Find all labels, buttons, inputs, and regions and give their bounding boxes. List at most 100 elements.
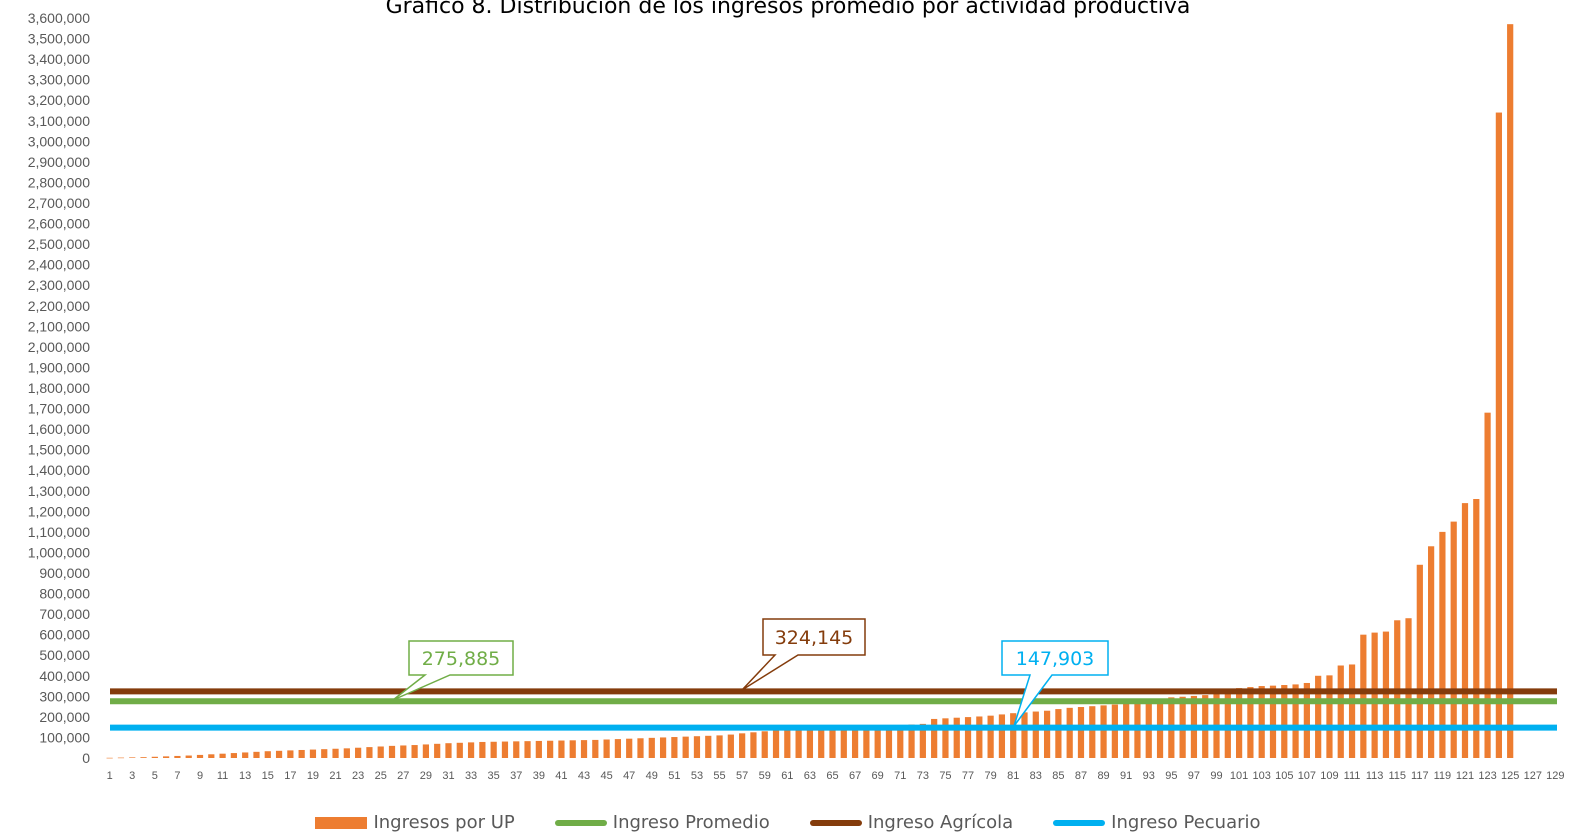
bar — [1292, 684, 1299, 758]
callout-label: 275,885 — [422, 648, 501, 670]
x-tick-label: 85 — [1052, 770, 1064, 782]
bar — [1337, 665, 1344, 758]
x-tick-label: 9 — [197, 770, 203, 782]
bar — [1089, 706, 1096, 758]
bar — [569, 740, 576, 758]
bar — [840, 727, 847, 758]
y-tick-label: 2,200,000 — [28, 298, 90, 314]
x-tick-label: 13 — [239, 770, 251, 782]
bar — [682, 736, 689, 758]
y-tick-label: 1,700,000 — [28, 401, 90, 417]
y-tick-label: 0 — [82, 750, 90, 766]
bar — [1360, 634, 1367, 758]
x-tick-label: 11 — [217, 770, 228, 782]
y-tick-label: 700,000 — [39, 606, 90, 622]
x-tick-label: 113 — [1366, 770, 1384, 782]
bar — [1032, 711, 1039, 758]
x-tick-label: 49 — [646, 770, 658, 782]
bar — [411, 745, 418, 758]
x-tick-label: 111 — [1344, 770, 1361, 782]
bar — [117, 757, 125, 759]
bar — [1303, 682, 1310, 758]
x-tick-label: 87 — [1075, 770, 1087, 782]
bar — [953, 717, 960, 758]
bar — [998, 714, 1006, 758]
bar — [772, 730, 780, 758]
x-tick-label: 109 — [1320, 770, 1338, 782]
bar — [1111, 704, 1118, 758]
y-tick-label: 3,200,000 — [28, 92, 90, 108]
y-tick-label: 1,300,000 — [28, 483, 90, 499]
bar — [242, 752, 249, 758]
legend-item-ingreso-agricola[interactable]: Ingreso Agrícola — [809, 812, 1013, 833]
bar — [1077, 707, 1085, 758]
y-tick-label: 1,100,000 — [28, 524, 90, 540]
bar — [558, 740, 565, 758]
bar — [750, 732, 757, 758]
x-tick-label: 117 — [1411, 770, 1429, 782]
legend-item-ingreso-promedio[interactable]: Ingreso Promedio — [554, 812, 770, 833]
y-tick-label: 300,000 — [39, 688, 90, 704]
x-tick-label: 69 — [872, 770, 884, 782]
bar — [366, 747, 373, 758]
y-tick-label: 2,300,000 — [28, 277, 90, 293]
x-tick-label: 129 — [1546, 770, 1564, 782]
bar — [298, 749, 305, 758]
bar — [885, 725, 893, 758]
y-tick-label: 800,000 — [39, 586, 90, 602]
y-tick-label: 2,100,000 — [28, 318, 90, 334]
y-tick-label: 2,600,000 — [28, 216, 90, 232]
bar — [1326, 675, 1333, 758]
x-tick-label: 33 — [465, 770, 477, 782]
x-tick-label: 27 — [397, 770, 409, 782]
y-tick-label: 2,500,000 — [28, 236, 90, 252]
x-tick-label: 5 — [152, 770, 158, 782]
x-tick-label: 39 — [533, 770, 545, 782]
legend-item-ingreso-pecuario[interactable]: Ingreso Pecuario — [1053, 812, 1261, 833]
bar — [874, 726, 881, 758]
x-tick-label: 59 — [759, 770, 771, 782]
bar — [287, 750, 294, 758]
x-tick-label: 15 — [262, 770, 274, 782]
legend-label-ingresos-up: Ingresos por UP — [373, 812, 515, 833]
bar — [434, 743, 441, 758]
bar — [603, 739, 610, 758]
bar — [592, 739, 599, 758]
y-tick-label: 400,000 — [39, 668, 90, 684]
x-tick-label: 89 — [1097, 770, 1109, 782]
bar — [547, 740, 554, 758]
y-tick-label: 1,500,000 — [28, 442, 90, 458]
bar — [129, 757, 136, 758]
x-tick-label: 63 — [804, 770, 816, 782]
y-tick-label: 1,200,000 — [28, 503, 90, 519]
bar — [919, 723, 926, 758]
x-tick-label: 127 — [1524, 770, 1542, 782]
bar — [1055, 709, 1062, 758]
x-tick-label: 83 — [1030, 770, 1042, 782]
callout-box — [741, 618, 866, 691]
x-tick-label: 97 — [1188, 770, 1200, 782]
x-tick-label: 3 — [129, 770, 135, 782]
y-tick-label: 2,700,000 — [28, 195, 90, 211]
x-tick-label: 115 — [1388, 770, 1406, 782]
bar — [355, 747, 362, 758]
x-tick-label: 37 — [510, 770, 522, 782]
bar — [535, 740, 542, 758]
callout-label: 147,903 — [1016, 648, 1095, 670]
x-tick-label: 101 — [1230, 770, 1248, 782]
y-tick-label: 600,000 — [39, 627, 90, 643]
bar — [253, 751, 260, 758]
bar — [445, 743, 452, 758]
bar — [321, 749, 328, 758]
y-tick-label: 200,000 — [39, 709, 90, 725]
x-tick-label: 81 — [1007, 770, 1019, 782]
x-tick-label: 61 — [781, 770, 793, 782]
bar — [739, 733, 746, 758]
bar — [626, 738, 633, 758]
bar — [196, 754, 204, 758]
x-tick-label: 17 — [284, 770, 296, 782]
y-tick-label: 3,600,000 — [28, 10, 90, 26]
legend-item-ingresos-up[interactable]: Ingresos por UP — [315, 812, 515, 833]
callout-box — [1001, 640, 1109, 727]
y-tick-label: 500,000 — [39, 647, 90, 663]
